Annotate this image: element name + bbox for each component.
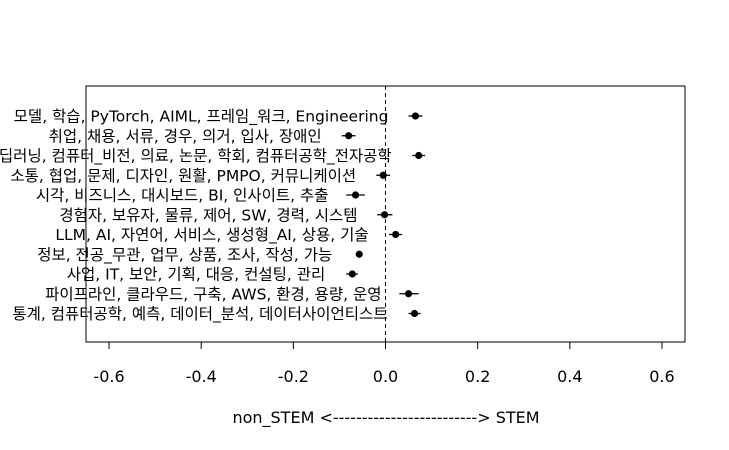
x-tick-label: 0.0	[373, 367, 398, 386]
topic-label: 정보, 전공_무관, 업무, 상품, 조사, 작성, 가능	[37, 246, 332, 265]
topic-label: 파이프라인, 클라우드, 구축, AWS, 환경, 용량, 운영	[45, 285, 381, 303]
data-point	[380, 211, 389, 219]
topic-label: 사업, IT, 보안, 기획, 대응, 컨설팅, 관리	[67, 266, 326, 284]
x-axis: -0.6 -0.4 -0.2 0.0 0.2 0.4 0.6	[93, 341, 675, 386]
x-tick-label: 0.6	[649, 367, 674, 386]
topic-label: LLM, AI, 자연어, 서비스, 생성형_AI, 상용, 기술	[55, 226, 368, 245]
x-tick-label: 0.4	[557, 367, 582, 386]
data-point	[348, 270, 356, 278]
x-axis-title: non_STEM <-------------------------> STE…	[232, 408, 539, 428]
x-tick-label: -0.4	[186, 367, 217, 386]
data-point	[392, 230, 400, 239]
topic-label: 취업, 채용, 서류, 경우, 의거, 입사, 장애인	[49, 127, 322, 145]
topic-label: 통계, 컴퓨터공학, 예측, 데이터_분석, 데이터사이언티스트	[12, 305, 387, 324]
data-point	[404, 290, 413, 298]
points-layer	[341, 112, 426, 318]
data-point	[410, 309, 419, 318]
x-tick-label: -0.6	[93, 367, 124, 386]
x-tick-label: 0.2	[465, 367, 490, 386]
topic-labels-layer: 모델, 학습, PyTorch, AIML, 프레임_워크, Engineeri…	[0, 108, 392, 325]
data-point	[379, 171, 387, 179]
data-point	[411, 112, 420, 120]
data-point	[351, 191, 360, 199]
topic-label: 경험자, 보유자, 물류, 제어, SW, 경력, 시스템	[59, 206, 357, 224]
data-point	[345, 132, 353, 140]
data-point	[415, 151, 423, 160]
topic-label: 소통, 협업, 문제, 디자인, 원활, PMPO, 커뮤니케이션	[10, 167, 356, 185]
data-point	[355, 250, 363, 258]
topic-label: 시각, 비즈니스, 대시보드, BI, 인사이트, 추출	[36, 187, 329, 205]
topic-label: 딥러닝, 컴퓨터_비전, 의료, 논문, 학회, 컴퓨터공학_전자공학	[0, 147, 392, 166]
topic-label: 모델, 학습, PyTorch, AIML, 프레임_워크, Engineeri…	[14, 108, 389, 127]
x-tick-label: -0.2	[278, 367, 309, 386]
